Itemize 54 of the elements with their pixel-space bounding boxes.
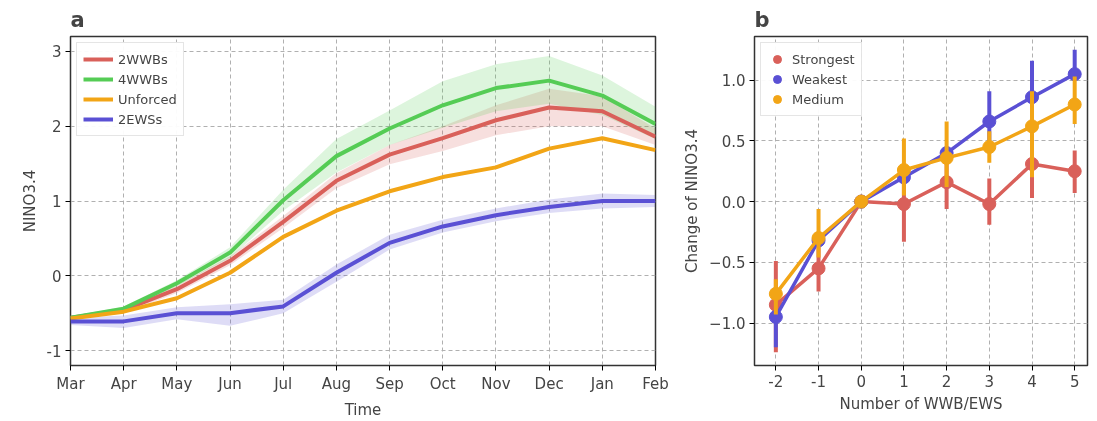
- x-tick-label: 1: [899, 372, 909, 391]
- x-tick-label: Jan: [589, 374, 614, 393]
- point: [896, 163, 911, 178]
- y-tick-label: 1: [51, 193, 62, 211]
- legend-label: 2EWSs: [118, 111, 163, 127]
- x-axis-title: Time: [343, 400, 382, 419]
- x-tick-label: 2: [941, 372, 952, 391]
- legend-label: Strongest: [792, 51, 855, 67]
- y-tick-label: 0: [51, 267, 62, 286]
- x-tick-label: Aug: [321, 374, 352, 393]
- x-tick-label: 5: [1069, 372, 1080, 391]
- point: [896, 197, 911, 212]
- point: [982, 197, 997, 212]
- x-tick-label: Oct: [429, 374, 456, 393]
- legend-label: Unforced: [118, 91, 177, 107]
- y-tick-label: 1.0: [721, 72, 746, 91]
- x-tick-label: -2: [768, 372, 784, 391]
- legend-label: 4WWBs: [118, 71, 168, 87]
- y-tick-label: 2: [51, 118, 62, 137]
- y-tick-label: -1: [46, 342, 62, 361]
- y-tick-label: −1.0: [709, 315, 746, 334]
- x-tick-label: 0: [856, 372, 867, 391]
- x-tick-label: May: [161, 374, 193, 393]
- x-tick-label: 4: [1027, 372, 1037, 391]
- x-tick-label: Sep: [375, 374, 404, 393]
- y-tick-label: −0.5: [709, 254, 746, 273]
- chart-title: a: [70, 7, 85, 32]
- x-axis-title: Number of WWB/EWS: [839, 394, 1003, 413]
- point: [1067, 164, 1082, 179]
- legend-label: 2WWBs: [118, 51, 168, 67]
- x-tick-label: Feb: [642, 374, 669, 393]
- x-tick-label: Mar: [56, 374, 86, 393]
- point: [939, 150, 954, 165]
- x-tick-label: -1: [811, 372, 827, 391]
- point: [768, 286, 783, 301]
- point: [982, 139, 997, 154]
- y-axis-title: NINO3.4: [20, 169, 39, 233]
- legend-label: Weakest: [792, 71, 847, 87]
- point: [982, 114, 997, 129]
- y-tick-label: 3: [51, 43, 62, 62]
- legend-label: Medium: [792, 91, 844, 107]
- y-tick-label: 0.5: [721, 132, 746, 151]
- y-axis-title: Change of NINO3.4: [683, 129, 702, 273]
- point: [1067, 97, 1082, 112]
- x-tick-label: 3: [984, 372, 995, 391]
- y-tick-label: 0.0: [721, 193, 746, 212]
- x-tick-label: Dec: [534, 374, 564, 393]
- x-tick-label: Nov: [481, 374, 511, 393]
- x-tick-label: Jul: [273, 374, 293, 393]
- point: [1025, 119, 1039, 134]
- x-tick-label: Jun: [217, 374, 242, 393]
- x-tick-label: Apr: [110, 374, 138, 393]
- point: [811, 261, 826, 276]
- chart-title: b: [754, 7, 770, 32]
